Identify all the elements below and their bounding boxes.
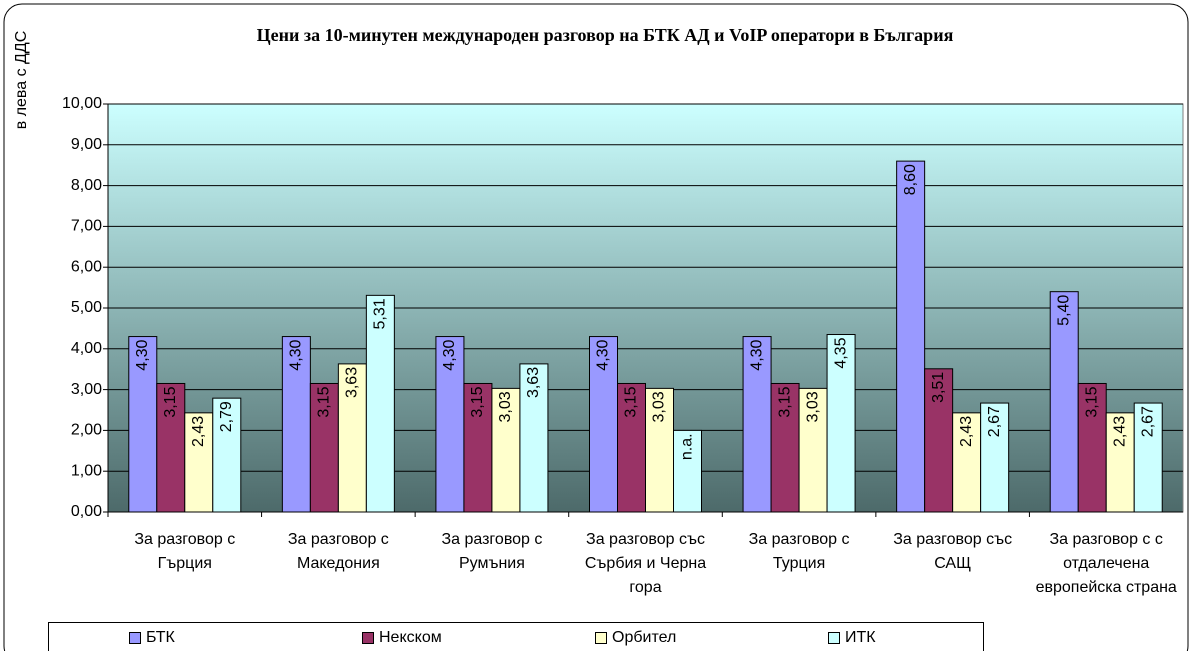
bar: [519, 363, 549, 513]
bar: [281, 336, 311, 513]
legend-label: Некском: [379, 629, 442, 646]
data-label: 8,60: [902, 164, 919, 195]
legend-label: Орбител: [612, 629, 677, 646]
bar: [309, 382, 339, 513]
data-label: 4,30: [134, 339, 151, 370]
data-label: 5,40: [1055, 295, 1072, 326]
data-label: 3,15: [1083, 386, 1100, 417]
legend-item: БТК: [129, 629, 175, 647]
data-label: 3,15: [316, 386, 333, 417]
bar: [952, 412, 982, 513]
data-label: 2,79: [218, 401, 235, 432]
y-tick-label: 9,00: [71, 136, 102, 153]
bar: [1105, 412, 1135, 513]
chart-title: Цени за 10-минутен международен разговор…: [256, 25, 954, 45]
x-tick-label: За разговор с Турция: [748, 531, 850, 572]
data-label: 2,67: [986, 406, 1003, 437]
x-tick-label: За разговор с Гърция: [134, 531, 236, 572]
y-tick-label: 6,00: [71, 258, 102, 275]
x-tick-label: За разговор с Македония: [287, 531, 389, 572]
bar: [365, 294, 395, 513]
y-axis-label: в лева с ДДС: [13, 31, 30, 130]
data-label: 3,15: [623, 386, 640, 417]
bar: [463, 382, 493, 513]
y-tick-label: 8,00: [71, 177, 102, 194]
x-tick-label: За разговор с Румъния: [441, 531, 543, 572]
data-label: 4,30: [748, 339, 765, 370]
y-tick-label: 7,00: [71, 218, 102, 235]
bar: [491, 387, 521, 513]
data-label: 3,15: [776, 386, 793, 417]
data-label: 3,15: [162, 386, 179, 417]
x-tick-label: За разговор със САЩ: [893, 531, 1013, 572]
data-label: 3,63: [525, 367, 542, 398]
data-label: n.a.: [679, 433, 696, 460]
bar: [589, 336, 618, 513]
bar: [156, 382, 186, 513]
data-label: 4,30: [288, 339, 305, 370]
data-label: 5,31: [372, 298, 389, 329]
data-label: 3,15: [469, 386, 486, 417]
data-label: 4,30: [595, 339, 612, 370]
x-tick-label: За разговор с с отдалечена европейска ст…: [1035, 531, 1177, 596]
bar: [1133, 402, 1163, 513]
legend-swatch: [362, 632, 374, 644]
bar: [337, 363, 367, 513]
data-label: 3,63: [344, 367, 361, 398]
y-tick-label: 5,00: [71, 299, 102, 316]
legend-swatch: [595, 632, 607, 644]
bar: [184, 412, 214, 513]
y-tick-label: 4,00: [71, 340, 102, 357]
legend-item: Орбител: [595, 629, 676, 647]
bar: [673, 429, 702, 513]
y-tick-label: 3,00: [71, 381, 102, 398]
bar: [212, 397, 242, 513]
legend-label: ИТК: [845, 629, 876, 646]
data-label: 3,03: [497, 391, 514, 422]
legend-swatch: [828, 632, 840, 644]
data-label: 2,43: [190, 416, 207, 447]
data-label: 3,03: [804, 391, 821, 422]
y-tick-label: 10,00: [62, 95, 102, 112]
data-label: 2,43: [958, 416, 975, 447]
bar: [617, 382, 646, 513]
bar: [435, 336, 465, 513]
legend-item: Некском: [362, 629, 442, 647]
data-label: 3,03: [651, 391, 668, 422]
data-label: 3,51: [930, 372, 947, 403]
y-tick-label: 0,00: [71, 503, 102, 520]
bar: [980, 402, 1010, 513]
bar: [896, 160, 926, 513]
legend-swatch: [129, 632, 141, 644]
data-label: 2,43: [1111, 416, 1128, 447]
legend-label: БТК: [146, 629, 175, 646]
y-tick-label: 2,00: [71, 422, 102, 439]
data-label: 4,35: [832, 337, 849, 368]
bar: [1077, 382, 1107, 513]
legend: БТК Некском Орбител ИТК: [48, 622, 984, 651]
bar: [826, 334, 856, 513]
data-label: 4,30: [441, 339, 458, 370]
data-label: 2,67: [1139, 406, 1156, 437]
bar: [742, 336, 772, 513]
legend-item: ИТК: [828, 629, 876, 647]
bar: [128, 336, 158, 513]
x-tick-label: За разговор със Сърбия и Черна гора: [584, 531, 707, 596]
bar: [798, 387, 828, 513]
y-tick-label: 1,00: [71, 462, 102, 479]
